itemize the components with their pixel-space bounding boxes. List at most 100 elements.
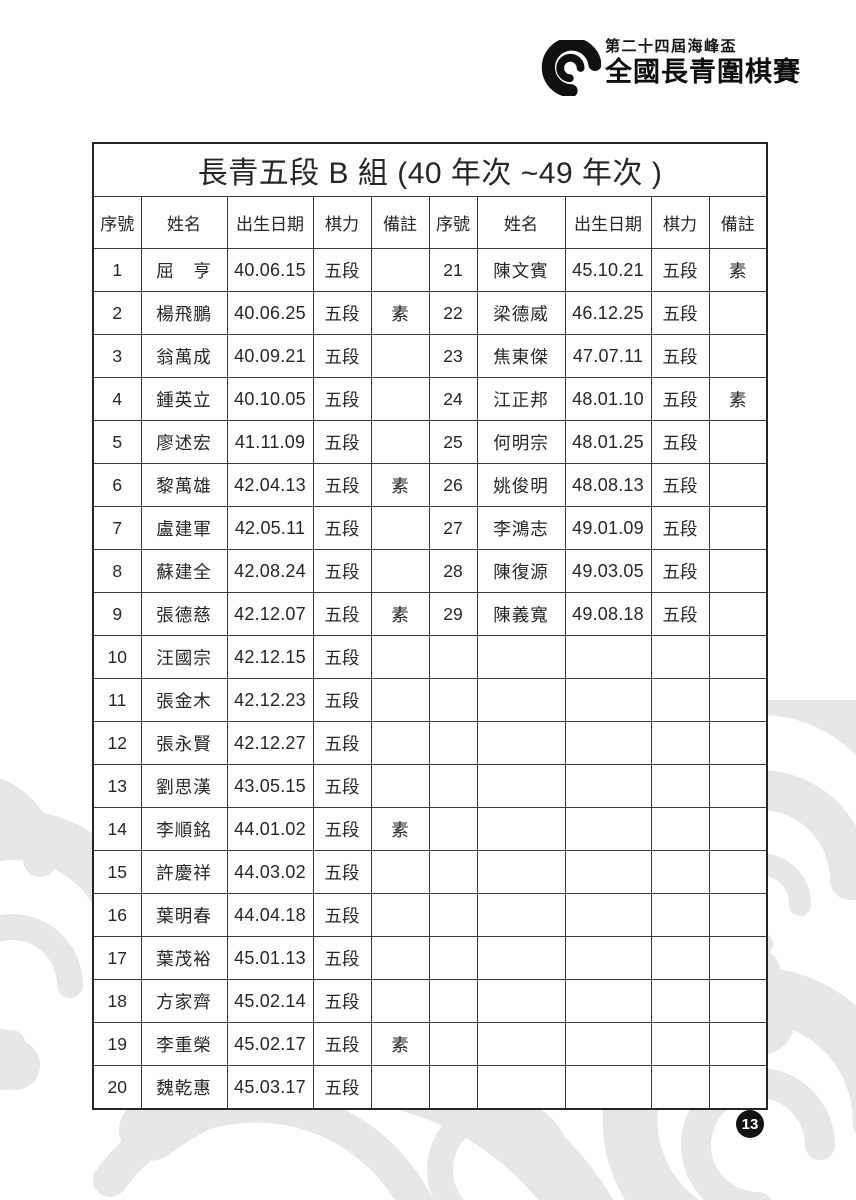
cell-no: 5 xyxy=(92,420,142,464)
cell-note xyxy=(708,807,768,851)
cell-name: 劉思漢 xyxy=(140,764,228,808)
column-header-row: 序號 姓名 出生日期 棋力 備註 序號 姓名 出生日期 棋力 備註 xyxy=(92,196,768,249)
cell-note xyxy=(708,1022,768,1066)
roster-table: 長青五段 B 組 (40 年次 ~49 年次 ) 序號 姓名 出生日期 棋力 備註 序號姓… xyxy=(92,142,769,1110)
cell-note xyxy=(370,377,430,421)
cell-no: 25 xyxy=(428,420,478,464)
cell-dob: 43.05.15 xyxy=(226,764,314,808)
cell-no: 24 xyxy=(428,377,478,421)
tournament-edition: 第二十四屆海峰盃 xyxy=(605,38,738,55)
column-header: 備註 xyxy=(370,196,430,249)
cell-name: 陳文賓 xyxy=(476,248,566,292)
cell-note xyxy=(370,248,430,292)
column-header: 出生日期 xyxy=(564,196,652,249)
cell-rank: 五段 xyxy=(312,807,372,851)
wave-logo-icon xyxy=(541,40,601,96)
cell-name: 姚俊明 xyxy=(476,463,566,507)
cell-note xyxy=(370,893,430,937)
cell-name xyxy=(476,850,566,894)
cell-dob: 40.09.21 xyxy=(226,334,314,378)
tournament-logo: 第二十四屆海峰盃 全國長青圍棋賽 xyxy=(541,38,801,96)
cell-rank: 五段 xyxy=(312,850,372,894)
cell-note xyxy=(708,592,768,636)
cell-note: 素 xyxy=(370,1022,430,1066)
cell-name: 陳復源 xyxy=(476,549,566,593)
cell-rank: 五段 xyxy=(312,334,372,378)
cell-no: 2 xyxy=(92,291,142,335)
cell-name: 鍾英立 xyxy=(140,377,228,421)
table-row: 16 葉明春 44.04.18 五段 xyxy=(92,893,768,937)
cell-note: 素 xyxy=(370,807,430,851)
cell-rank xyxy=(650,678,710,722)
table-row: 10 汪國宗 42.12.15 五段 xyxy=(92,635,768,679)
cell-no xyxy=(428,721,478,765)
cell-no: 29 xyxy=(428,592,478,636)
table-row: 20 魏乾惠 45.03.17 五段 xyxy=(92,1065,768,1110)
cell-dob: 41.11.09 xyxy=(226,420,314,464)
page-number: 13 xyxy=(741,1115,759,1133)
table-row: 12 張永賢 42.12.27 五段 xyxy=(92,721,768,765)
cell-no: 27 xyxy=(428,506,478,550)
column-header: 棋力 xyxy=(312,196,372,249)
cell-note xyxy=(370,850,430,894)
cell-rank: 五段 xyxy=(650,592,710,636)
table-row: 7 盧建軍 42.05.11 五段 27 李鴻志 49.01.09 五段 xyxy=(92,506,768,550)
column-header: 棋力 xyxy=(650,196,710,249)
cell-dob: 45.01.13 xyxy=(226,936,314,980)
cell-rank: 五段 xyxy=(312,463,372,507)
cell-no: 18 xyxy=(92,979,142,1023)
table-row: 5 廖述宏 41.11.09 五段 25 何明宗 48.01.25 五段 xyxy=(92,420,768,464)
cell-name: 黎萬雄 xyxy=(140,463,228,507)
cell-rank: 五段 xyxy=(650,420,710,464)
cell-rank: 五段 xyxy=(650,549,710,593)
cell-dob: 42.12.15 xyxy=(226,635,314,679)
cell-name: 葉明春 xyxy=(140,893,228,937)
cell-note xyxy=(370,721,430,765)
cell-name: 葉茂裕 xyxy=(140,936,228,980)
cell-note xyxy=(708,721,768,765)
cell-note xyxy=(370,764,430,808)
cell-name: 江正邦 xyxy=(476,377,566,421)
cell-note xyxy=(708,420,768,464)
cell-note xyxy=(370,334,430,378)
cell-dob: 42.04.13 xyxy=(226,463,314,507)
cell-no: 20 xyxy=(92,1065,142,1110)
cell-no: 26 xyxy=(428,463,478,507)
cell-dob: 42.12.23 xyxy=(226,678,314,722)
cell-name: 陳義寬 xyxy=(476,592,566,636)
cell-rank xyxy=(650,721,710,765)
cell-note xyxy=(370,936,430,980)
cell-rank: 五段 xyxy=(312,1065,372,1110)
table-row: 8 蘇建全 42.08.24 五段 28 陳復源 49.03.05 五段 xyxy=(92,549,768,593)
cell-rank: 五段 xyxy=(650,248,710,292)
cell-rank: 五段 xyxy=(312,764,372,808)
cell-no: 10 xyxy=(92,635,142,679)
cell-note xyxy=(370,1065,430,1110)
table-row: 17 葉茂裕 45.01.13 五段 xyxy=(92,936,768,980)
cell-dob: 44.03.02 xyxy=(226,850,314,894)
cell-no: 12 xyxy=(92,721,142,765)
cell-dob: 45.02.14 xyxy=(226,979,314,1023)
column-header: 序號 xyxy=(428,196,478,249)
cell-note xyxy=(708,635,768,679)
cell-note xyxy=(370,678,430,722)
table-row: 13 劉思漢 43.05.15 五段 xyxy=(92,764,768,808)
cell-note xyxy=(708,463,768,507)
cell-rank: 五段 xyxy=(650,291,710,335)
cell-no xyxy=(428,807,478,851)
cell-rank: 五段 xyxy=(312,592,372,636)
column-header: 序號 xyxy=(92,196,142,249)
cell-dob: 45.03.17 xyxy=(226,1065,314,1110)
cell-name: 魏乾惠 xyxy=(140,1065,228,1110)
cell-rank xyxy=(650,764,710,808)
cell-name: 蘇建全 xyxy=(140,549,228,593)
cell-dob xyxy=(564,936,652,980)
cell-no: 7 xyxy=(92,506,142,550)
cell-note: 素 xyxy=(708,248,768,292)
cell-note: 素 xyxy=(370,291,430,335)
cell-dob: 49.01.09 xyxy=(564,506,652,550)
cell-note xyxy=(708,764,768,808)
cell-note: 素 xyxy=(370,463,430,507)
column-header: 備註 xyxy=(708,196,768,249)
